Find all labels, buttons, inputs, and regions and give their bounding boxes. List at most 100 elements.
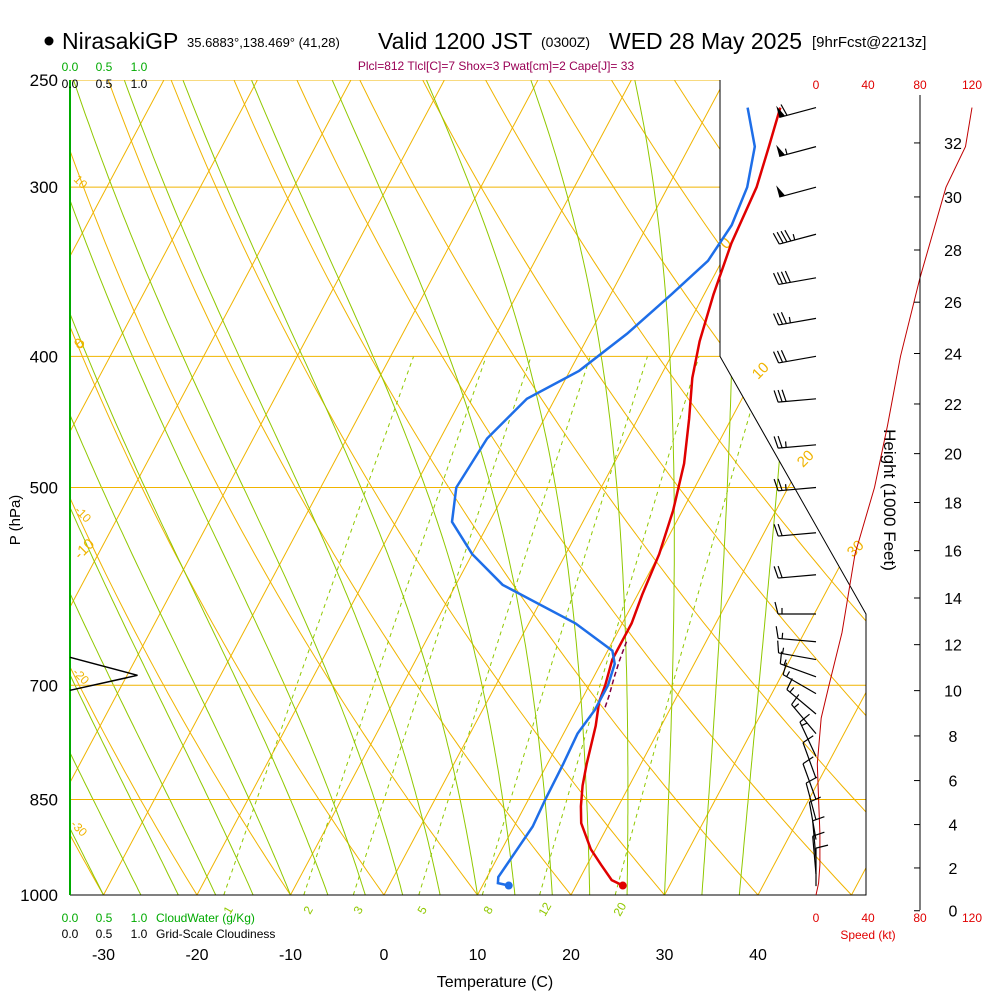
forecast-tag: [9hrFcst@2213z] [812,34,926,51]
wind-barb [792,695,816,734]
y-tick-label: 700 [30,676,58,695]
mixing-ratio-label: 5 [414,903,430,916]
wind-barb [800,714,816,756]
moist-adiabat-label: -20 [70,665,92,687]
y-tick-label: 400 [30,347,58,366]
y-axis-title: P (hPa) [7,495,24,546]
cloudiness-tick-top: 1.0 [131,77,148,91]
speed-tick-top: 80 [913,78,927,92]
isotherm-line [665,56,1000,895]
temperature-line [581,108,780,886]
speed-tick-top: 120 [962,78,982,92]
height-tick-label: 24 [944,347,962,364]
cloudwater-tick-top: 0.0 [62,60,79,74]
wind-barb [774,524,816,536]
height-tick-label: 6 [949,774,958,791]
mixing-ratio-label: 20 [610,900,629,919]
mixing-ratio-line [224,356,414,895]
cloudiness-label: Grid-Scale Cloudiness [156,927,275,941]
mixing-ratio-line [304,356,486,895]
y-tick-label: 850 [30,790,58,809]
wind-barb [774,566,816,578]
wind-barb [774,436,816,448]
mixing-ratio-line [615,356,767,895]
cloudiness-tick-top: 0.0 [62,77,79,91]
moist-adiabat-line [242,56,515,895]
moist-adiabat-label: -10 [72,503,94,525]
valid-date: WED 28 May 2025 [609,28,802,54]
cloudwater-tick-top: 0.5 [96,60,113,74]
isotherm-line [104,56,551,895]
x-tick-label: 40 [749,947,767,964]
isotherm-line [945,56,1000,895]
isotherm-line [384,56,831,895]
y-tick-label: 250 [30,71,58,90]
x-tick-label: 0 [380,947,389,964]
wind-barb [774,390,816,402]
cloudiness-tick-top: 0.5 [96,77,113,91]
height-tick-label: 8 [949,729,958,746]
speed-tick-bottom: 40 [861,911,875,925]
wind-barb [776,626,816,642]
mixing-ratio-line [482,356,647,895]
height-tick-label: 30 [944,190,962,207]
y-tick-label: 1000 [20,886,58,905]
isotherm-line [291,56,738,895]
cloudwater-label: CloudWater (g/Kg) [156,911,255,925]
utc-time: (0300Z) [541,34,590,50]
dry-adiabat-label: 30 [844,537,868,561]
x-tick-label: 30 [656,947,674,964]
x-tick-label: 20 [562,947,580,964]
height-tick-label: 20 [944,447,962,464]
dry-adiabat-label: 10 [749,359,773,383]
diagram-lines [0,56,1000,924]
wind-barb [773,230,816,244]
height-tick-label: 10 [944,684,962,701]
dry-adiabat-line [411,56,1000,924]
dry-adiabat-line [535,56,1000,924]
dry-adiabat-line [0,56,405,924]
y-tick-label: 500 [30,479,58,498]
dry-adiabat-line [473,56,1000,924]
wind-barb [816,845,828,886]
isotherm-line [852,56,1000,895]
cloudwater-tick-top: 1.0 [131,60,148,74]
height-tick-label: 32 [944,136,962,153]
y-tick-label: 300 [30,178,58,197]
height-axis-title: Height (1000 Feet) [880,429,899,571]
valid-time: Valid 1200 JST [378,28,532,54]
speed-tick-top: 0 [813,78,820,92]
dry-adiabat-line [597,56,1000,924]
cloudwater-tick-bottom: 0.0 [62,911,79,925]
mixing-ratio-label: 3 [350,903,366,916]
speed-tick-bottom: 0 [813,911,820,925]
station-name: NirasakiGP [62,28,178,54]
moist-adiabat-line [116,56,440,895]
station-coords: 35.6883°,138.469° (41,28) [187,35,340,50]
temperature-surface-point [619,882,627,890]
dry-adiabat-line [224,56,784,924]
x-tick-label: -10 [279,947,302,964]
speed-axis-title: Speed (kt) [840,928,895,942]
speed-tick-bottom: 120 [962,911,982,925]
wind-barb [774,312,816,325]
isotherm-line [758,56,1000,895]
station-dot [45,37,54,46]
dry-adiabat-label: -10 [71,535,98,562]
wind-barb [776,105,816,118]
mixing-ratio-label: 2 [300,903,316,916]
dry-adiabat-line [0,56,25,924]
mixing-ratio-label: 12 [535,900,554,919]
height-tick-label: 26 [944,295,962,312]
mixing-ratio-label: 8 [480,903,496,916]
dewpoint-surface-point [505,882,513,890]
isotherm-line [571,56,1000,895]
x-tick-label: 10 [469,947,487,964]
height-tick-label: 2 [949,861,958,878]
height-tick-label: 22 [944,397,962,414]
cloudiness-tick-bottom: 0.5 [96,927,113,941]
wind-barb [776,145,816,157]
